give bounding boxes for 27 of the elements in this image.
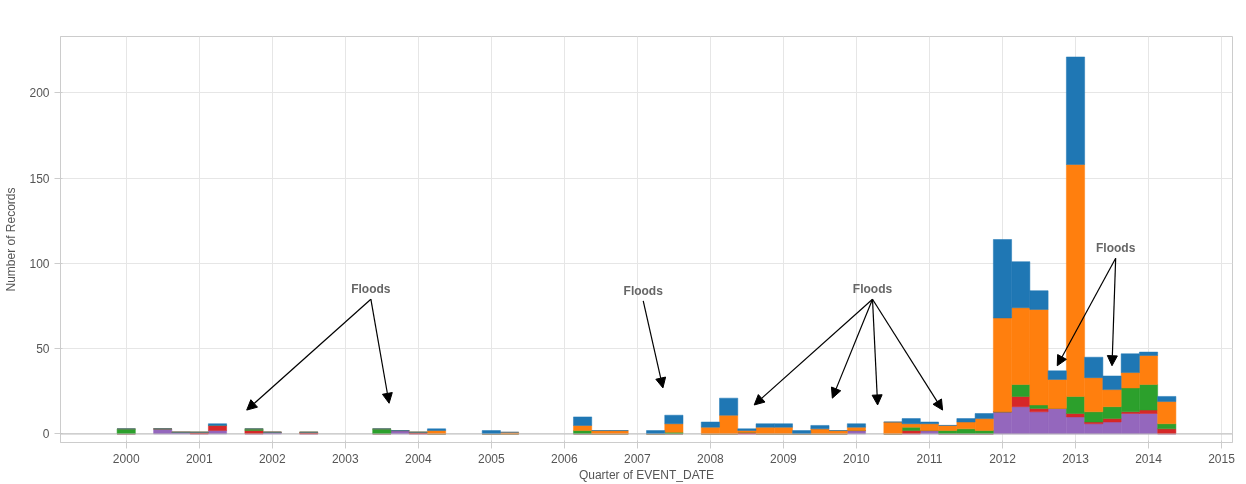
x-tick-label: 2007 [624,451,652,466]
x-tick-label: 2002 [258,451,286,466]
x-tick-label: 2009 [770,451,798,466]
y-tick-label: 200 [29,86,50,101]
x-tick-label: 2003 [331,451,359,466]
x-tick-label: 2014 [1135,451,1163,466]
annotation: Floods [351,281,391,296]
x-tick-label: 2004 [404,451,432,466]
x-tick-label: 2015 [1208,451,1236,466]
x-tick-label: 2005 [477,451,505,466]
x-tick-label: 2008 [697,451,725,466]
x-tick-label: 2006 [551,451,579,466]
x-tick-label: 2000 [112,451,140,466]
y-tick-label: 0 [42,427,50,442]
x-tick-label: 2001 [185,451,213,466]
x-axis-title: Quarter of EVENT_DATE [578,467,715,482]
x-tick-label: 2012 [989,451,1017,466]
y-axis-title: Number of Records [4,187,19,292]
annotation: Floods [852,281,893,296]
annotation: Floods [623,283,664,298]
y-tick-label: 150 [29,171,50,186]
y-tick-label: 50 [36,342,50,357]
x-tick-label: 2010 [843,451,871,466]
x-tick-label: 2013 [1062,451,1090,466]
y-tick-label: 100 [29,256,50,271]
x-tick-label: 2011 [916,451,943,466]
annotation: Floods [1096,241,1136,256]
